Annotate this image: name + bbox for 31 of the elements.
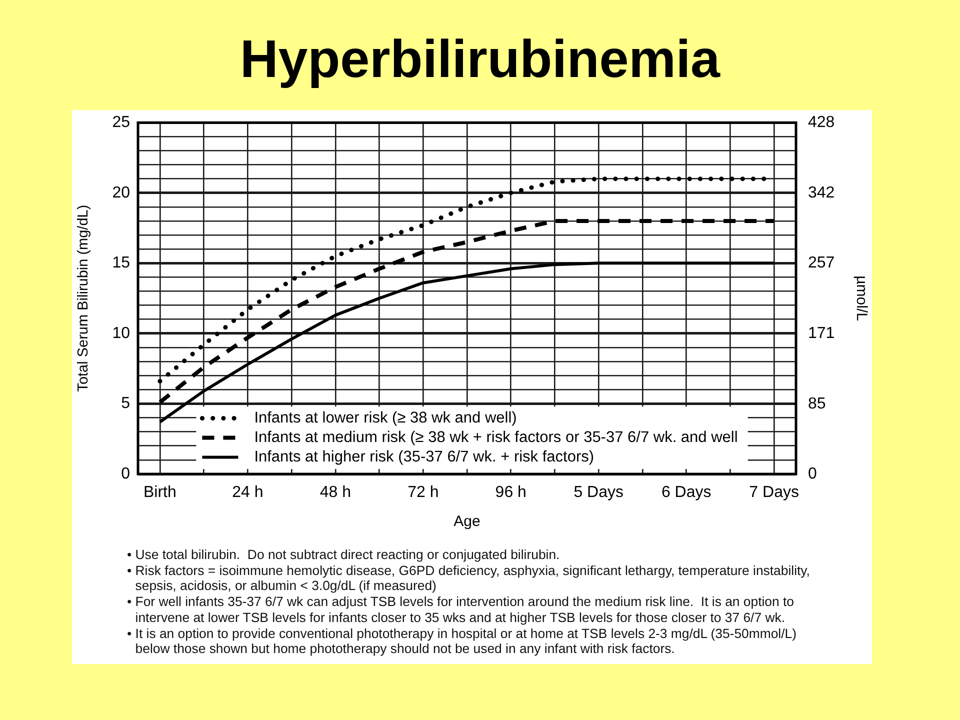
y2-axis-title: µmol/L: [852, 276, 870, 321]
text: • Risk factors = isoimmune hemolytic disease, G6PD deficiency, asphyxia, significant lethargy, temperature instability, sepsis, acidosis, or albumin < 3.0g/dL (if measured): [127, 562, 811, 594]
legend-label: Infants at medium risk (≥ 38 wk + risk factors or 35-37 6/7 wk. and well: [254, 429, 738, 446]
x-axis-title: Age: [454, 513, 480, 530]
legend-label: Infants at lower risk (≥ 38 wk and well): [254, 410, 517, 427]
y2-tick-label: 0: [808, 465, 817, 482]
y2-tick-label: 342: [808, 184, 835, 202]
x-tick-label: 7 Days: [749, 484, 799, 502]
y-tick-label: 25: [112, 114, 130, 132]
x-tick-label: 72 h: [408, 484, 439, 502]
x-tick-label: 24 h: [232, 484, 264, 502]
y-tick-label: 15: [112, 254, 130, 272]
legend-label: Infants at higher risk (35-37 6/7 wk. + risk factors): [254, 448, 594, 466]
y-tick-label: 20: [112, 184, 130, 202]
y-tick-label: 10: [112, 324, 130, 342]
y2-tick-label: 428: [808, 114, 835, 132]
x-tick-label: 6 Days: [661, 484, 712, 502]
text: • Use total bilirubin. Do not subtract direct reacting or conjugated bilirubin.: [127, 547, 561, 563]
x-tick-label: 5 Days: [574, 484, 624, 502]
y2-tick-label: 171: [808, 325, 835, 342]
x-tick-label: 96 h: [495, 484, 526, 502]
y-axis-title: Total Serum Bilirubin (mg/dL): [76, 204, 92, 392]
text: • For well infants 35-37 6/7 wk can adjust TSB levels for intervention around the medium risk line. It is an option to intervene at lower TSB levels for infants closer to 35 wks and at higher TSB levels for those closer to 37 6/7 wk.: [127, 594, 796, 626]
y2-tick-label: 257: [808, 254, 835, 272]
y-tick-label: 0: [121, 465, 130, 482]
x-tick-label: 48 h: [320, 484, 351, 502]
x-tick-label: Birth: [143, 484, 176, 502]
y2-tick-label: 85: [808, 396, 826, 413]
text: • It is an option to provide conventional phototherapy in hospital or at home at TSB levels 2-3 mg/dL (35-50mmol/L) below those shown but home phototherapy should not be used in any infant with risk factors.: [127, 626, 798, 657]
chart-title: Hyperbilirubinemia: [238, 29, 722, 90]
y-tick-label: 5: [121, 395, 130, 412]
